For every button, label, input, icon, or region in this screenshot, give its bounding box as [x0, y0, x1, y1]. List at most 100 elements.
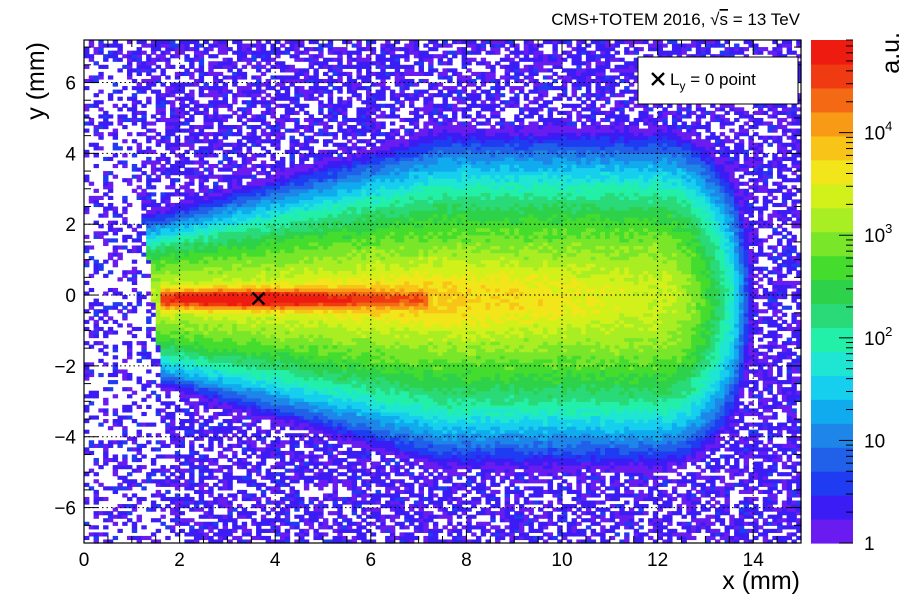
- heatmap-bin: [112, 128, 119, 133]
- heatmap-bin: [256, 210, 262, 215]
- heatmap-bin: [275, 532, 281, 537]
- heatmap-bin: [198, 454, 205, 459]
- heatmap-bin: [103, 539, 109, 544]
- heatmap-bin: [84, 394, 90, 399]
- heatmap-bin: [155, 433, 162, 438]
- heatmap-bin: [112, 210, 119, 215]
- heatmap-bin: [189, 447, 195, 452]
- heatmap-bin: [227, 192, 233, 197]
- heatmap-bin: [294, 422, 300, 427]
- heatmap-bin: [117, 323, 123, 328]
- heatmap-bin: [323, 422, 329, 427]
- heatmap-bin: [217, 188, 224, 193]
- heatmap-bin: [198, 376, 205, 381]
- heatmap-bin: [165, 174, 171, 179]
- heatmap-bin: [127, 415, 133, 420]
- heatmap-bin: [332, 475, 338, 480]
- heatmap-bin: [260, 146, 267, 151]
- heatmap-bin: [308, 135, 315, 140]
- heatmap-bin: [155, 78, 162, 84]
- heatmap-bin: [303, 192, 310, 197]
- heatmap-bin: [103, 181, 109, 186]
- heatmap-bin: [193, 450, 200, 456]
- heatmap-bin: [294, 344, 300, 349]
- heatmap-bin: [318, 521, 324, 526]
- heatmap-bin: [279, 103, 286, 108]
- heatmap-bin: [160, 270, 166, 275]
- heatmap-bin: [198, 344, 205, 349]
- heatmap-bin: [174, 263, 181, 268]
- heatmap-bin: [103, 387, 109, 392]
- heatmap-bin: [222, 86, 228, 91]
- heatmap-bin: [299, 422, 305, 427]
- heatmap-bin: [150, 167, 157, 172]
- heatmap-bin: [165, 443, 171, 448]
- heatmap-bin: [275, 139, 281, 144]
- heatmap-bin: [127, 132, 133, 137]
- heatmap-bin: [323, 447, 329, 452]
- heatmap-bin: [122, 160, 128, 165]
- heatmap-bin: [222, 411, 228, 417]
- heatmap-bin: [251, 93, 257, 98]
- heatmap-bin: [127, 387, 133, 392]
- heatmap-bin: [136, 518, 142, 523]
- heatmap-bin: [198, 64, 205, 69]
- heatmap-bin: [208, 100, 214, 105]
- heatmap-bin: [174, 521, 181, 526]
- heatmap-bin: [179, 504, 185, 509]
- heatmap-bin: [308, 273, 315, 278]
- heatmap-bin: [165, 387, 171, 392]
- heatmap-bin: [179, 231, 185, 236]
- heatmap-bin: [294, 365, 300, 371]
- heatmap-bin: [323, 287, 329, 293]
- heatmap-bin: [256, 408, 262, 413]
- heatmap-bin: [174, 82, 181, 87]
- heatmap-bin: [303, 153, 310, 158]
- heatmap-bin: [184, 270, 190, 275]
- heatmap-bin: [160, 496, 166, 502]
- heatmap-bin: [179, 142, 185, 147]
- heatmap-bin: [160, 156, 166, 162]
- heatmap-bin: [270, 178, 276, 183]
- heatmap-bin: [308, 450, 315, 456]
- heatmap-bin: [198, 362, 205, 367]
- heatmap-bin: [203, 220, 209, 225]
- heatmap-bin: [256, 142, 262, 147]
- heatmap-bin: [275, 411, 281, 417]
- heatmap-bin: [323, 195, 329, 200]
- heatmap-bin: [193, 323, 200, 328]
- heatmap-bin: [203, 362, 209, 367]
- heatmap-bin: [241, 110, 248, 115]
- heatmap-bin: [323, 259, 329, 264]
- heatmap-bin: [184, 330, 190, 335]
- heatmap-bin: [213, 415, 219, 420]
- heatmap-bin: [303, 259, 310, 264]
- heatmap-bin: [289, 348, 295, 353]
- heatmap-bin: [279, 369, 286, 374]
- heatmap-bin: [170, 93, 176, 98]
- heatmap-bin: [236, 330, 243, 335]
- heatmap-bin: [299, 380, 305, 385]
- heatmap-bin: [265, 287, 272, 293]
- heatmap-bin: [150, 298, 157, 303]
- heatmap-bin: [141, 397, 147, 402]
- heatmap-bin: [265, 68, 272, 73]
- heatmap-bin: [146, 334, 152, 339]
- heatmap-bin: [208, 188, 214, 193]
- heatmap-bin: [103, 43, 109, 48]
- heatmap-bin: [275, 217, 281, 222]
- heatmap-bin: [141, 387, 147, 392]
- heatmap-bin: [294, 78, 300, 84]
- heatmap-bin: [165, 217, 171, 222]
- heatmap-bin: [179, 50, 185, 55]
- heatmap-bin: [246, 334, 252, 339]
- heatmap-bin: [256, 465, 262, 470]
- heatmap-bin: [275, 380, 281, 385]
- heatmap-bin: [208, 195, 214, 200]
- heatmap-bin: [179, 86, 185, 91]
- heatmap-bin: [289, 291, 295, 296]
- heatmap-bin: [227, 295, 233, 300]
- heatmap-bin: [327, 380, 334, 385]
- heatmap-bin: [179, 43, 185, 48]
- heatmap-bin: [232, 96, 238, 101]
